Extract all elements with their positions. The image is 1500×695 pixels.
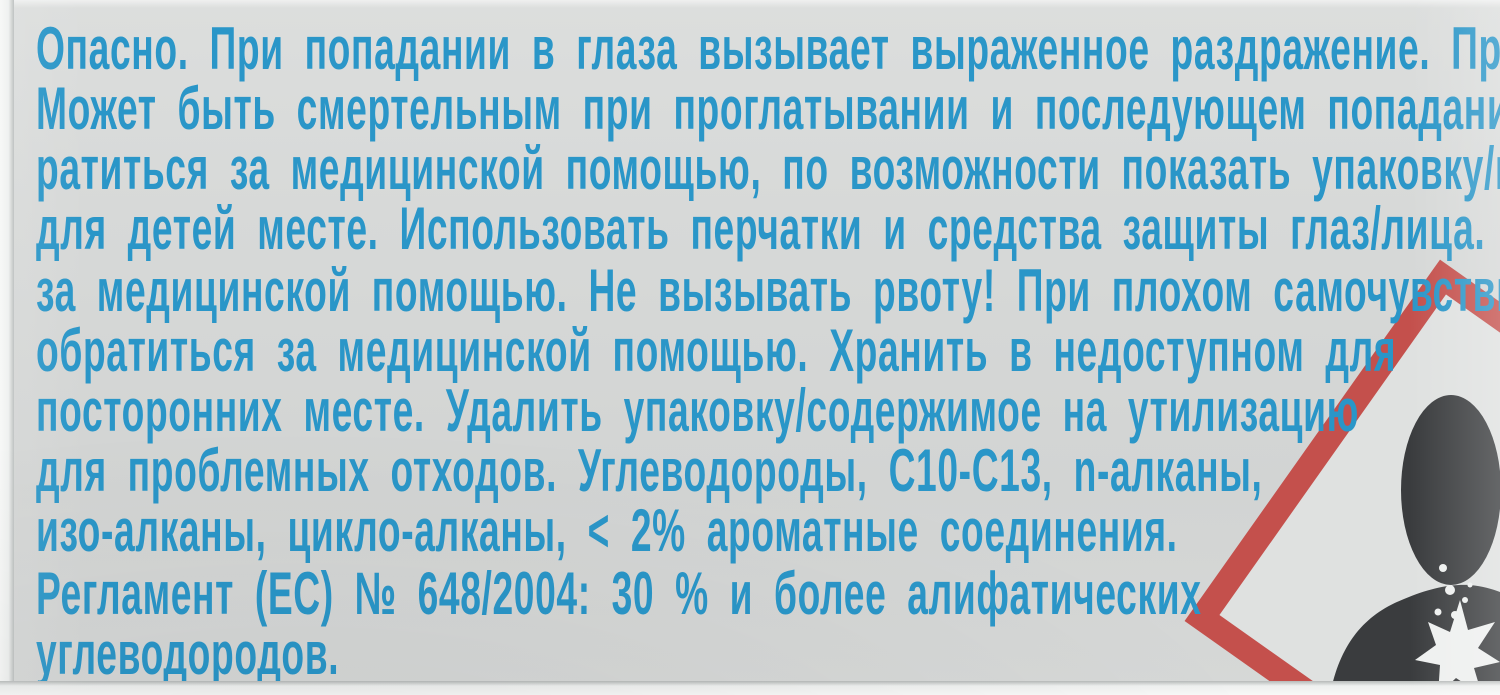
label-text-line: для проблемных отходов. Углеводороды, C1… [36, 437, 1263, 504]
label-text-line: за медицинской помощью. Не вызывать рвот… [36, 257, 1500, 324]
photo-top-highlight [0, 0, 1500, 8]
label-text-line: ратиться за медицинской помощью, по возм… [36, 135, 1500, 202]
person-head-silhouette [1401, 395, 1500, 585]
label-text-line: углеводородов. [36, 620, 340, 687]
label-text-line: Может быть смертельным при проглатывании… [36, 75, 1500, 142]
label-text-line: Регламент (ЕС) № 648/2004: 30 % и более … [36, 560, 1202, 627]
photo-left-edge [0, 0, 14, 695]
label-text-line: для детей месте. Использовать перчатки и… [36, 195, 1500, 262]
label-text-line: изо-алканы, цикло-алканы, < 2% ароматные… [36, 497, 1178, 564]
label-text-line: обратиться за медицинской помощью. Храни… [36, 317, 1397, 384]
photo-bottom-edge [0, 681, 1500, 695]
label-text-line: посторонних месте. Удалить упаковку/соде… [36, 377, 1360, 444]
hazard-diamond-border [1184, 259, 1500, 695]
label-text-line: Опасно. При попадании в глаза вызывает в… [36, 15, 1500, 82]
